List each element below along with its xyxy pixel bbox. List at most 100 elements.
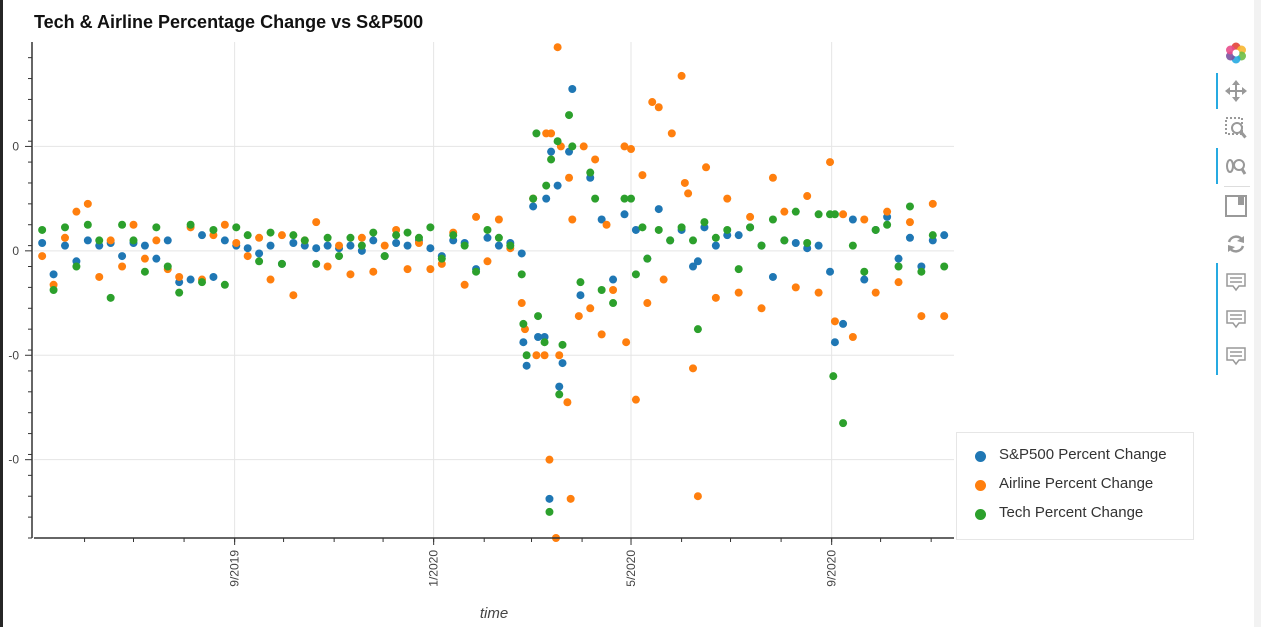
y-tick-label: -0 (8, 453, 19, 467)
legend-swatch-sp500 (975, 451, 986, 462)
data-point-tech (323, 233, 332, 242)
data-point-tech (586, 168, 595, 177)
data-point-tech (266, 228, 275, 237)
data-point-airline (622, 338, 631, 347)
data-point-tech (346, 233, 355, 242)
data-point-airline (95, 272, 104, 281)
data-point-sp500 (289, 239, 298, 248)
data-point-tech (700, 218, 709, 227)
data-point-airline (175, 272, 184, 281)
data-point-tech (152, 223, 161, 232)
data-point-tech (871, 225, 880, 234)
data-point-tech (335, 252, 344, 261)
data-point-tech (277, 259, 286, 268)
box-zoom-icon[interactable] (1224, 116, 1248, 140)
window-left-border (0, 0, 3, 627)
data-point-tech (693, 325, 702, 334)
data-point-tech (723, 225, 732, 234)
data-point-airline (346, 270, 355, 279)
data-point-sp500 (163, 236, 172, 245)
data-point-airline (711, 293, 720, 302)
x-tick-label: 5/2020 (624, 550, 638, 587)
data-point-airline (426, 265, 435, 274)
y-tick-label: 0 (12, 244, 19, 258)
data-point-tech (72, 262, 81, 271)
data-point-tech (666, 236, 675, 245)
data-point-tech (300, 236, 309, 245)
bokeh-logo-icon[interactable] (1224, 41, 1248, 65)
data-point-airline (791, 283, 800, 292)
data-point-tech (803, 239, 812, 248)
data-point-tech (414, 233, 423, 242)
data-point-airline (768, 173, 777, 182)
chart-title: Tech & Airline Percentage Change vs S&P5… (34, 12, 424, 32)
legend-swatch-tech (975, 509, 986, 520)
data-point-tech (49, 286, 58, 294)
data-point-sp500 (426, 244, 435, 253)
data-point-airline (494, 215, 503, 224)
data-point-tech (654, 225, 663, 234)
data-point-sp500 (555, 382, 564, 391)
data-point-tech (460, 241, 469, 250)
save-icon[interactable] (1224, 194, 1248, 218)
data-point-sp500 (940, 231, 949, 240)
data-point-tech (553, 137, 562, 146)
data-point-tech (627, 194, 636, 203)
data-point-sp500 (631, 225, 640, 234)
data-point-tech (38, 225, 47, 234)
data-point-tech (905, 202, 914, 211)
data-point-airline (894, 278, 903, 287)
data-point-sp500 (542, 194, 551, 203)
data-point-sp500 (620, 210, 629, 219)
data-point-sp500 (830, 338, 839, 347)
data-point-airline (579, 142, 588, 151)
data-point-tech (532, 129, 541, 138)
data-point-tech (380, 252, 389, 261)
plot-area[interactable] (34, 42, 954, 538)
data-point-sp500 (346, 241, 355, 250)
data-point-airline (220, 220, 229, 229)
legend: S&P500 Percent Change Airline Percent Ch… (956, 432, 1194, 540)
data-point-airline (602, 220, 611, 229)
data-point-sp500 (689, 262, 698, 271)
data-point-airline (38, 252, 47, 261)
data-point-tech (106, 293, 115, 302)
data-point-tech (483, 225, 492, 234)
data-point-airline (659, 275, 668, 284)
data-point-sp500 (266, 241, 275, 250)
legend-label-sp500: S&P500 Percent Change (999, 446, 1167, 463)
data-point-tech (519, 319, 528, 328)
pan-icon[interactable] (1224, 79, 1248, 103)
data-point-tech (209, 225, 218, 234)
data-point-tech (494, 233, 503, 242)
data-point-tech (746, 223, 755, 232)
data-point-airline (917, 312, 926, 321)
data-point-airline (746, 212, 755, 221)
reset-icon[interactable] (1224, 232, 1248, 256)
data-point-sp500 (83, 236, 92, 245)
data-point-airline (757, 304, 766, 313)
data-point-airline (597, 330, 606, 339)
toolbar-separator (1224, 186, 1250, 187)
hover-icon[interactable] (1224, 271, 1248, 295)
data-point-sp500 (323, 241, 332, 250)
data-point-sp500 (609, 275, 618, 284)
data-point-airline (883, 207, 892, 216)
data-point-tech (232, 223, 241, 232)
data-point-tech (243, 231, 252, 240)
hover-active-indicator (1216, 263, 1218, 375)
wheel-zoom-icon[interactable] (1224, 154, 1248, 178)
data-point-airline (574, 312, 583, 321)
data-point-sp500 (905, 233, 914, 242)
data-point-tech (565, 111, 574, 120)
data-point-tech (437, 254, 446, 263)
data-point-sp500 (152, 254, 161, 263)
data-point-tech (620, 194, 629, 203)
hover-icon[interactable] (1224, 308, 1248, 332)
data-point-airline (403, 265, 412, 274)
hover-icon[interactable] (1224, 345, 1248, 369)
data-point-sp500 (826, 267, 835, 276)
data-point-airline (369, 267, 378, 276)
data-point-airline (826, 158, 835, 167)
